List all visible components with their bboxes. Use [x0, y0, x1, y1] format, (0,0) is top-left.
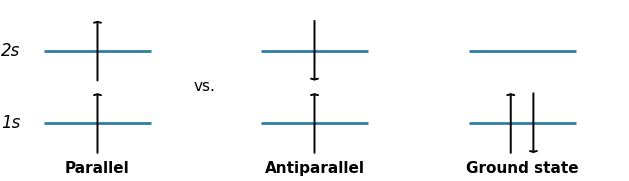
- Text: 2s: 2s: [1, 42, 20, 60]
- Text: Antiparallel: Antiparallel: [265, 161, 364, 176]
- Text: vs.: vs.: [194, 79, 215, 94]
- Text: 1s: 1s: [1, 114, 20, 132]
- Text: Ground state: Ground state: [465, 161, 579, 176]
- Text: Parallel: Parallel: [65, 161, 130, 176]
